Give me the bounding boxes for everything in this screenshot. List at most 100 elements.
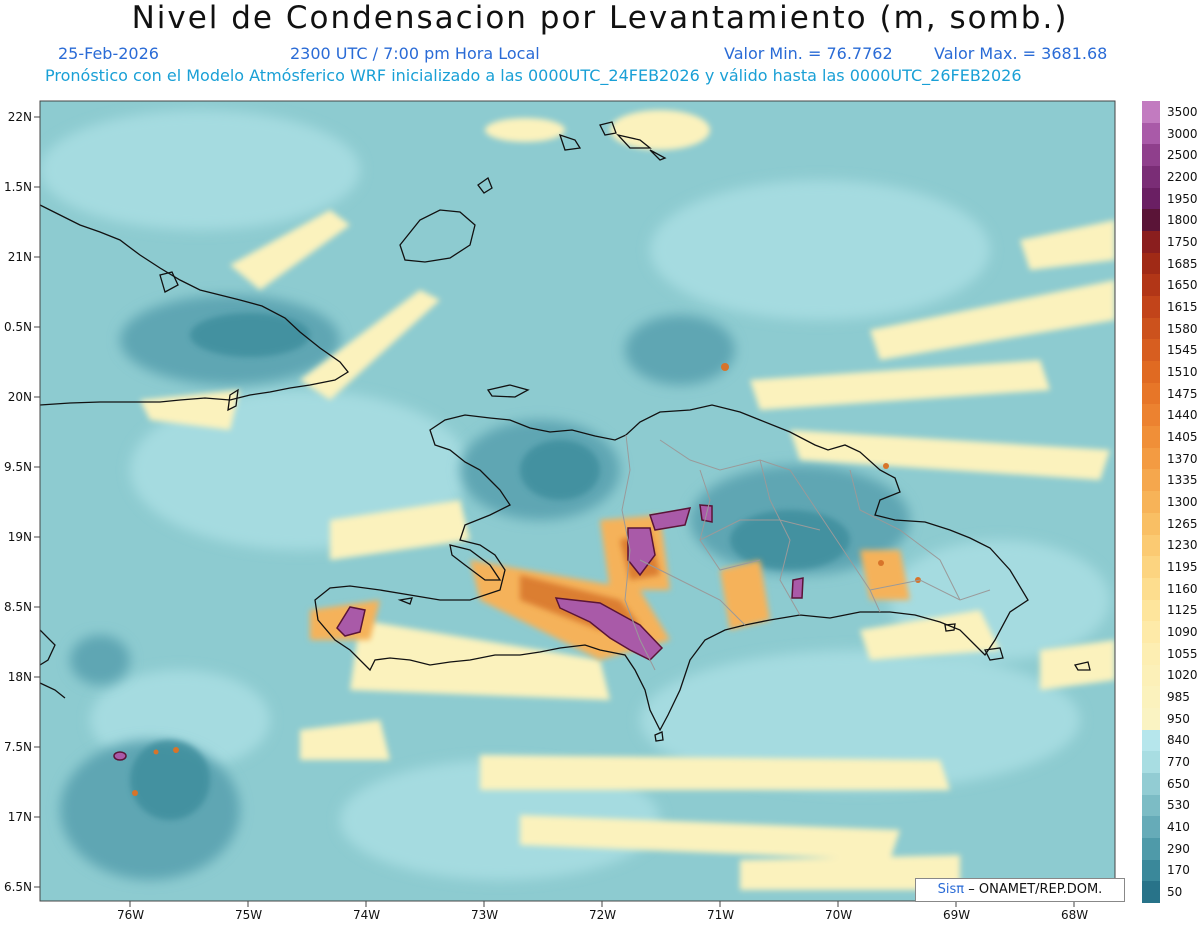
colorbar-swatch [1142,339,1160,362]
lon-label: 70W [825,908,853,922]
lon-label: 71W [707,908,735,922]
colorbar-label: 2200 [1167,169,1198,184]
colorbar-label: 1510 [1167,364,1198,379]
colorbar-label: 770 [1167,755,1190,770]
colorbar-swatch [1142,187,1160,210]
colorbar-swatch [1142,512,1160,535]
colorbar-swatch [1142,122,1160,145]
colorbar-label: 3000 [1167,126,1198,141]
province-boundaries [621,434,991,671]
colorbar [1142,101,1160,904]
colorbar-label: 1335 [1167,473,1198,488]
colorbar-swatch [1142,859,1160,882]
colorbar-label: 1090 [1167,625,1198,640]
colorbar-label: 1125 [1167,603,1198,618]
colorbar-label: 3500 [1167,104,1198,119]
colorbar-label: 1265 [1167,516,1198,531]
credit-text: ONAMET/REP.DOM. [974,882,1103,897]
colorbar-label: 950 [1167,711,1190,726]
lat-label: 0.5N [3,320,32,334]
lat-label: 22N [7,110,32,124]
colorbar-swatch [1142,382,1160,405]
lat-label: 21N [7,250,32,264]
colorbar-swatch [1142,881,1160,904]
map-field [40,101,1115,901]
colorbar-swatch [1142,751,1160,774]
value-max: Valor Max. = 3681.68 [934,44,1108,63]
map-title: Nivel de Condensacion por Levantamiento … [131,0,1069,36]
colorbar-label: 1685 [1167,256,1198,271]
colorbar-swatch [1142,577,1160,600]
colorbar-label: 1020 [1167,668,1198,683]
colorbar-swatch [1142,664,1160,687]
forecast-time: 2300 UTC / 7:00 pm Hora Local [290,44,540,63]
colorbar-label: 530 [1167,798,1190,813]
colorbar-label: 1580 [1167,321,1198,336]
colorbar-swatch [1142,642,1160,665]
sispi-logo: Sisπ [937,882,965,897]
colorbar-swatch [1142,252,1160,275]
colorbar-label: 1650 [1167,278,1198,293]
lat-label: 19N [7,530,32,544]
colorbar-label: 1055 [1167,646,1198,661]
lat-label: 8.5N [3,600,32,614]
colorbar-label: 170 [1167,863,1190,878]
colorbar-label: 1440 [1167,408,1198,423]
colorbar-label: 290 [1167,841,1190,856]
colorbar-label: 1800 [1167,213,1198,228]
colorbar-label: 1405 [1167,429,1198,444]
lat-label: 9.5N [3,460,32,474]
colorbar-swatch [1142,274,1160,297]
colorbar-label: 1545 [1167,343,1198,358]
colorbar-label: 50 [1167,885,1183,900]
colorbar-swatch [1142,556,1160,579]
lon-label: 73W [471,908,499,922]
colorbar-label: 985 [1167,690,1190,705]
colorbar-swatch [1142,707,1160,730]
colorbar-swatch [1142,361,1160,384]
colorbar-swatch [1142,816,1160,839]
colorbar-label: 650 [1167,776,1190,791]
colorbar-swatch [1142,166,1160,189]
lat-label: 1.5N [3,180,32,194]
colorbar-label: 1475 [1167,386,1198,401]
lat-label: 18N [7,670,32,684]
colorbar-label: 1160 [1167,581,1198,596]
colorbar-label: 1370 [1167,451,1198,466]
colorbar-label: 1950 [1167,191,1198,206]
colorbar-swatch [1142,491,1160,514]
colorbar-swatch [1142,686,1160,709]
colorbar-label: 1230 [1167,538,1198,553]
colorbar-swatch [1142,794,1160,817]
colorbar-swatch [1142,599,1160,622]
lon-label: 72W [589,908,617,922]
colorbar-swatch [1142,101,1160,123]
colorbar-label: 410 [1167,820,1190,835]
lat-label: 17N [7,810,32,824]
colorbar-swatch [1142,772,1160,795]
colorbar-swatch [1142,621,1160,644]
colorbar-swatch [1142,144,1160,167]
colorbar-label: 1195 [1167,560,1198,575]
colorbar-swatch [1142,837,1160,860]
colorbar-swatch [1142,296,1160,319]
colorbar-swatch [1142,404,1160,427]
colorbar-swatch [1142,317,1160,340]
colorbar-swatch [1142,209,1160,232]
colorbar-label: 1300 [1167,495,1198,509]
lon-label: 76W [117,908,145,922]
lon-label: 69W [943,908,971,922]
colorbar-swatch [1142,447,1160,470]
colorbar-swatch [1142,534,1160,557]
lat-label: 6.5N [3,880,32,894]
colorbar-label: 1750 [1167,234,1198,249]
lon-label: 75W [235,908,263,922]
coastlines [40,121,1091,742]
colorbar-swatch [1142,426,1160,449]
lon-label: 74W [353,908,381,922]
value-min: Valor Min. = 76.7762 [724,44,893,63]
colorbar-swatch [1142,231,1160,254]
colorbar-swatch [1142,729,1160,752]
model-info: Pronóstico con el Modelo Atmósferico WRF… [45,66,1022,85]
